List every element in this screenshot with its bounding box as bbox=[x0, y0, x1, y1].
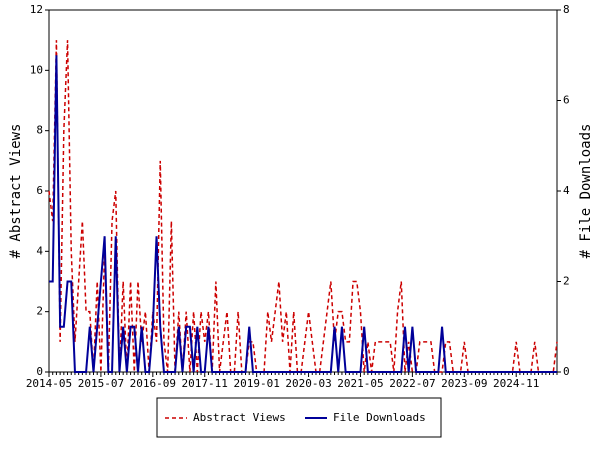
y-tick-label: 2 bbox=[36, 305, 43, 318]
y2-tick-label: 0 bbox=[563, 365, 570, 378]
x-tick-label: 2019-01 bbox=[233, 377, 279, 390]
y-tick-label: 0 bbox=[36, 365, 43, 378]
y-tick-label: 10 bbox=[30, 63, 43, 76]
x-tick-label: 2015-07 bbox=[78, 377, 124, 390]
y2-tick-label: 2 bbox=[563, 275, 570, 288]
legend-label: File Downloads bbox=[333, 411, 426, 424]
x-tick-label: 2024-11 bbox=[493, 377, 539, 390]
x-tick-label: 2014-05 bbox=[26, 377, 72, 390]
x-tick-label: 2023-09 bbox=[441, 377, 487, 390]
x-tick-label: 2021-05 bbox=[337, 377, 383, 390]
y-tick-label: 12 bbox=[30, 3, 43, 16]
y-tick-label: 8 bbox=[36, 124, 43, 137]
x-tick-label: 2017-11 bbox=[182, 377, 228, 390]
x-tick-label: 2020-03 bbox=[285, 377, 331, 390]
y2-tick-label: 8 bbox=[563, 3, 570, 16]
x-tick-label: 2016-09 bbox=[130, 377, 176, 390]
x-tick-label: 2022-07 bbox=[389, 377, 435, 390]
legend bbox=[156, 397, 442, 438]
y2-tick-label: 6 bbox=[563, 94, 570, 107]
series-line bbox=[49, 55, 557, 373]
y-tick-label: 6 bbox=[36, 184, 43, 197]
y2-tick-label: 4 bbox=[563, 184, 570, 197]
y-axis-label: # Abstract Views bbox=[8, 124, 24, 259]
legend-label: Abstract Views bbox=[193, 411, 286, 424]
series-line bbox=[48, 40, 558, 373]
y2-axis-label: # File Downloads bbox=[578, 124, 594, 259]
y-tick-label: 4 bbox=[36, 244, 43, 257]
